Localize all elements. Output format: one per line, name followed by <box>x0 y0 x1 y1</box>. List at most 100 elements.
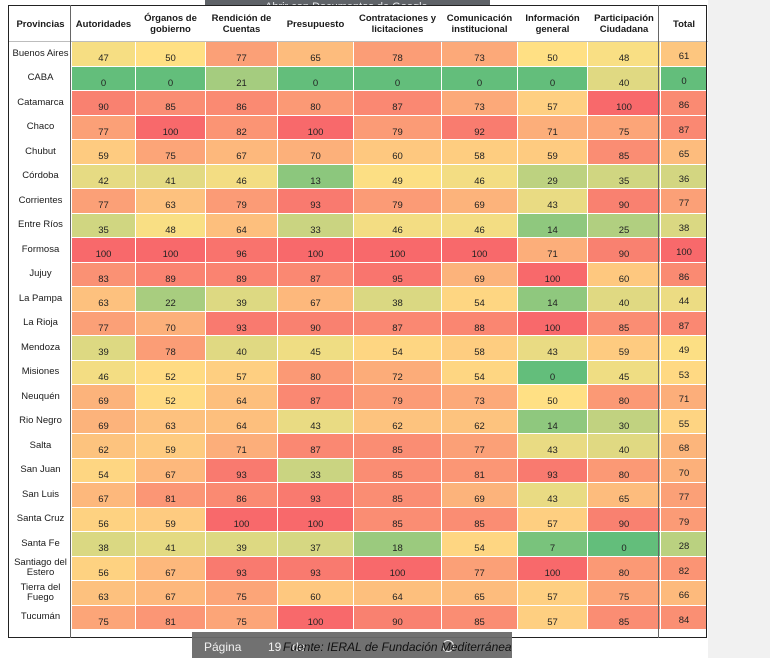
table-row: Mendoza 39 78 40 45 54 58 43 59 49 <box>9 335 708 361</box>
score-cell: 85 <box>587 604 661 630</box>
score-cell: 43 <box>517 482 588 508</box>
score-cell: 93 <box>277 188 354 214</box>
score-cell: 100 <box>277 506 354 532</box>
score-cell: 37 <box>277 531 354 557</box>
score-cell: 13 <box>277 163 354 189</box>
score-cell: 100 <box>135 237 206 263</box>
score-cell: 43 <box>277 408 354 434</box>
header-col: Total <box>660 6 708 42</box>
score-cell: 90 <box>587 188 661 214</box>
score-cell: 87 <box>277 433 354 459</box>
header-provincias: Provincias <box>9 6 72 42</box>
score-cell: 0 <box>277 65 354 91</box>
score-cell: 87 <box>353 90 442 116</box>
score-cell: 90 <box>71 90 136 116</box>
score-cell: 67 <box>205 139 278 165</box>
score-cell: 50 <box>135 41 206 67</box>
score-cell: 56 <box>71 555 136 581</box>
score-cell: 59 <box>587 335 661 361</box>
province-name: CABA <box>9 65 72 91</box>
score-cell: 58 <box>441 335 518 361</box>
score-cell: 88 <box>441 310 518 336</box>
score-cell: 100 <box>277 604 354 630</box>
score-cell: 57 <box>517 580 588 606</box>
score-cell: 0 <box>517 359 588 385</box>
score-cell: 33 <box>277 212 354 238</box>
score-cell: 56 <box>71 506 136 532</box>
score-cell: 100 <box>135 114 206 140</box>
score-cell: 57 <box>205 359 278 385</box>
score-cell: 75 <box>205 604 278 630</box>
score-cell: 78 <box>353 41 442 67</box>
score-cell: 21 <box>205 65 278 91</box>
score-cell: 33 <box>277 457 354 483</box>
page-number[interactable]: 19 <box>268 640 282 654</box>
score-cell: 85 <box>135 90 206 116</box>
province-name: Chubut <box>9 139 72 165</box>
province-name: San Juan <box>9 457 72 483</box>
score-cell: 87 <box>277 384 354 410</box>
score-cell: 67 <box>135 457 206 483</box>
total-cell: 55 <box>660 408 708 434</box>
header-col: Presupuesto <box>277 6 354 42</box>
score-cell: 100 <box>517 261 588 287</box>
score-cell: 29 <box>517 163 588 189</box>
score-cell: 39 <box>71 335 136 361</box>
score-cell: 54 <box>441 531 518 557</box>
score-cell: 62 <box>353 408 442 434</box>
score-cell: 70 <box>277 139 354 165</box>
score-cell: 90 <box>353 604 442 630</box>
score-cell: 100 <box>441 237 518 263</box>
table-row: Santa Fe 38 41 39 37 18 54 7 0 28 <box>9 531 708 557</box>
score-cell: 52 <box>135 359 206 385</box>
score-cell: 77 <box>71 310 136 336</box>
score-cell: 85 <box>587 139 661 165</box>
score-cell: 0 <box>71 65 136 91</box>
score-cell: 65 <box>441 580 518 606</box>
score-cell: 64 <box>205 408 278 434</box>
score-cell: 46 <box>441 212 518 238</box>
score-cell: 69 <box>441 188 518 214</box>
score-cell: 79 <box>353 384 442 410</box>
page-navigation-bar[interactable]: Página 19 de <box>192 632 512 658</box>
total-cell: 49 <box>660 335 708 361</box>
score-cell: 93 <box>205 310 278 336</box>
score-cell: 62 <box>71 433 136 459</box>
score-cell: 100 <box>353 237 442 263</box>
score-cell: 54 <box>71 457 136 483</box>
score-cell: 89 <box>205 261 278 287</box>
province-name: Santiago del Estero <box>9 555 72 581</box>
province-name: Tierra del Fuego <box>9 580 72 606</box>
score-cell: 45 <box>587 359 661 385</box>
total-cell: 71 <box>660 384 708 410</box>
score-cell: 75 <box>587 580 661 606</box>
table-row: La Rioja 77 70 93 90 87 88 100 85 87 <box>9 310 708 336</box>
score-cell: 69 <box>71 408 136 434</box>
score-cell: 85 <box>353 433 442 459</box>
score-cell: 77 <box>441 555 518 581</box>
score-cell: 64 <box>205 212 278 238</box>
score-cell: 60 <box>587 261 661 287</box>
score-cell: 85 <box>587 310 661 336</box>
score-cell: 90 <box>587 237 661 263</box>
table-row: Santiago del Estero 56 67 93 93 100 77 100 80 82 <box>9 555 708 581</box>
total-cell: 100 <box>660 237 708 263</box>
total-cell: 77 <box>660 482 708 508</box>
score-cell: 87 <box>353 310 442 336</box>
province-name: Misiones <box>9 359 72 385</box>
score-cell: 65 <box>277 41 354 67</box>
score-cell: 43 <box>517 433 588 459</box>
score-cell: 0 <box>587 531 661 557</box>
score-cell: 64 <box>353 580 442 606</box>
score-cell: 86 <box>205 90 278 116</box>
score-cell: 81 <box>135 482 206 508</box>
score-cell: 49 <box>353 163 442 189</box>
zoom-icon[interactable] <box>442 640 454 652</box>
total-cell: 77 <box>660 188 708 214</box>
score-cell: 60 <box>277 580 354 606</box>
total-cell: 79 <box>660 506 708 532</box>
score-cell: 59 <box>517 139 588 165</box>
score-cell: 62 <box>441 408 518 434</box>
table-row: Corrientes 77 63 79 93 79 69 43 90 77 <box>9 188 708 214</box>
score-cell: 100 <box>353 555 442 581</box>
